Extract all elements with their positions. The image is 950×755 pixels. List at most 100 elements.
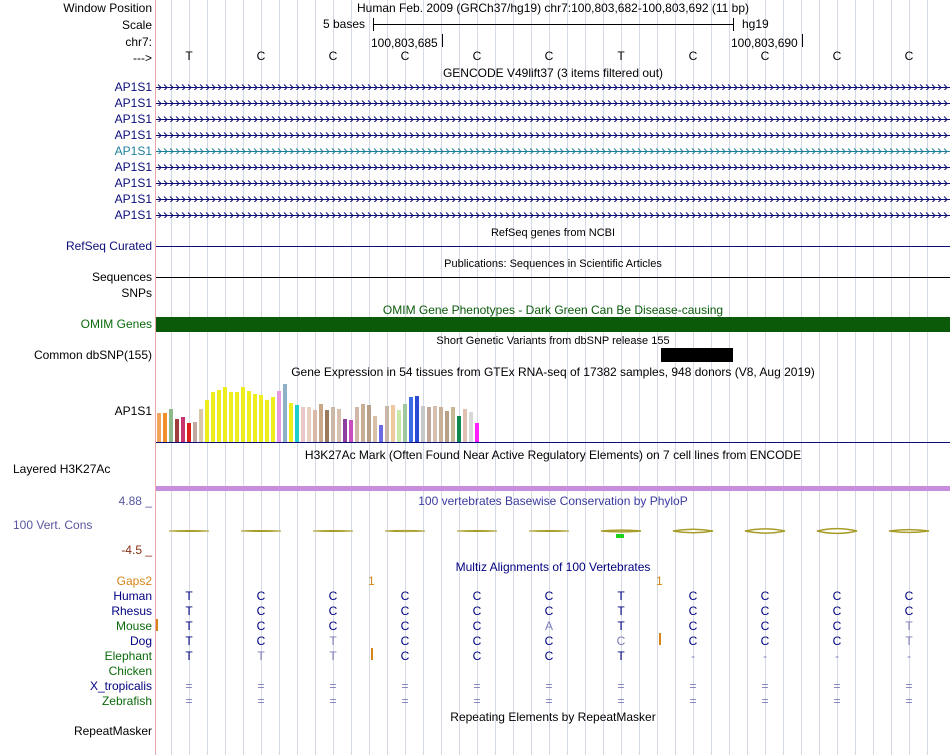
h3k27ac-track-label[interactable]: Layered H3K27Ac	[13, 462, 111, 476]
gtex-tissue-bar[interactable]	[157, 413, 161, 442]
species-label-dog[interactable]: Dog	[129, 634, 152, 648]
gencode-transcript-line[interactable]	[156, 100, 950, 106]
gtex-tissue-bar[interactable]	[343, 419, 347, 442]
gtex-tissue-bar[interactable]	[433, 406, 437, 442]
gencode-transcript-label[interactable]: AP1S1	[114, 176, 152, 190]
gencode-transcript-label[interactable]: AP1S1	[114, 112, 152, 126]
gtex-tissue-bar[interactable]	[457, 416, 461, 442]
refseq-gene-line[interactable]	[156, 246, 950, 247]
gtex-tissue-bar[interactable]	[415, 396, 419, 442]
gtex-tissue-bar[interactable]	[211, 392, 215, 442]
track-data-area[interactable]: Human Feb. 2009 (GRCh37/hg19) chr7:100,8…	[156, 0, 950, 755]
gtex-tissue-bar[interactable]	[445, 411, 449, 442]
gtex-tissue-bar[interactable]	[361, 404, 365, 442]
gtex-tissue-bar[interactable]	[463, 409, 467, 442]
species-label-elephant[interactable]: Elephant	[104, 649, 152, 663]
gencode-transcript-label[interactable]: AP1S1	[114, 144, 152, 158]
gencode-transcript-line[interactable]	[156, 212, 950, 218]
gtex-tissue-bar[interactable]	[241, 387, 245, 442]
gencode-transcript-label[interactable]: AP1S1	[114, 192, 152, 206]
gtex-tissue-bar[interactable]	[313, 410, 317, 442]
gencode-transcript-line[interactable]	[156, 116, 950, 122]
gtex-tissue-bar[interactable]	[469, 412, 473, 442]
gtex-tissue-bar[interactable]	[409, 397, 413, 442]
gtex-tissue-bar[interactable]	[301, 407, 305, 442]
repeatmasker-track-label[interactable]: RepeatMasker	[73, 724, 152, 738]
gtex-tissue-bar[interactable]	[421, 406, 425, 442]
gtex-tissue-bar[interactable]	[355, 407, 359, 442]
gencode-transcript-label[interactable]: AP1S1	[114, 96, 152, 110]
gtex-tissue-bar[interactable]	[397, 410, 401, 442]
gtex-track-label[interactable]: AP1S1	[114, 404, 152, 418]
h3k27ac-signal[interactable]	[156, 486, 950, 491]
gtex-bar-chart[interactable]	[156, 380, 556, 442]
gtex-tissue-bar[interactable]	[289, 403, 293, 442]
alignment-base: A	[544, 619, 553, 633]
gencode-transcript-line[interactable]	[156, 148, 950, 154]
omim-track-label[interactable]: OMIM Genes	[80, 317, 152, 331]
gtex-tissue-bar[interactable]	[217, 390, 221, 442]
gtex-tissue-bar[interactable]	[439, 407, 443, 442]
gencode-transcript-line[interactable]	[156, 196, 950, 202]
gencode-transcript-label[interactable]: AP1S1	[114, 128, 152, 142]
gtex-tissue-bar[interactable]	[199, 409, 203, 442]
gtex-tissue-bar[interactable]	[271, 397, 275, 442]
gtex-tissue-bar[interactable]	[193, 422, 197, 442]
gtex-tissue-bar[interactable]	[205, 400, 209, 442]
gencode-transcript-line[interactable]	[156, 132, 950, 138]
dbsnp-track-label[interactable]: Common dbSNP(155)	[33, 348, 152, 362]
species-label-zebrafish[interactable]: Zebrafish	[101, 694, 152, 708]
gtex-tissue-bar[interactable]	[325, 410, 329, 442]
gtex-tissue-bar[interactable]	[367, 405, 371, 442]
gtex-tissue-bar[interactable]	[229, 392, 233, 442]
gencode-transcript-line[interactable]	[156, 180, 950, 186]
gtex-tissue-bar[interactable]	[319, 404, 323, 442]
gtex-tissue-bar[interactable]	[277, 391, 281, 442]
gtex-tissue-bar[interactable]	[385, 406, 389, 442]
gtex-tissue-bar[interactable]	[163, 413, 167, 442]
gtex-tissue-bar[interactable]	[169, 409, 173, 442]
gencode-transcript-line[interactable]	[156, 164, 950, 170]
gtex-tissue-bar[interactable]	[175, 419, 179, 442]
phylop-track-label[interactable]: 100 Vert. Cons	[13, 518, 93, 532]
gtex-tissue-bar[interactable]	[337, 409, 341, 442]
gtex-tissue-bar[interactable]	[295, 405, 299, 442]
gtex-tissue-bar[interactable]	[283, 384, 287, 442]
snps-track-label[interactable]: SNPs	[121, 286, 152, 300]
gtex-tissue-bar[interactable]	[379, 425, 383, 442]
publications-feature-line[interactable]	[156, 277, 950, 278]
species-label-mouse[interactable]: Mouse	[115, 619, 152, 633]
gtex-tissue-bar[interactable]	[181, 417, 185, 442]
gtex-tissue-bar[interactable]	[391, 405, 395, 442]
gencode-transcript-label[interactable]: AP1S1	[114, 208, 152, 222]
gtex-tissue-bar[interactable]	[235, 392, 239, 442]
gencode-transcript-line[interactable]	[156, 84, 950, 90]
omim-gene-block[interactable]	[156, 317, 950, 332]
dbsnp-variant-block[interactable]	[661, 348, 733, 362]
gtex-tissue-bar[interactable]	[247, 391, 251, 442]
gtex-tissue-bar[interactable]	[307, 407, 311, 442]
gtex-tissue-bar[interactable]	[373, 416, 377, 442]
gtex-tissue-bar[interactable]	[427, 407, 431, 442]
gtex-tissue-bar[interactable]	[265, 400, 269, 442]
gtex-tissue-bar[interactable]	[253, 394, 257, 442]
species-label-human[interactable]: Human	[113, 589, 152, 603]
gtex-tissue-bar[interactable]	[403, 404, 407, 442]
gaps-track-label[interactable]: Gaps2	[116, 574, 152, 588]
gtex-tissue-bar[interactable]	[451, 407, 455, 442]
gencode-transcript-label[interactable]: AP1S1	[114, 160, 152, 174]
species-label-x_tropicalis[interactable]: X_tropicalis	[89, 679, 152, 693]
gtex-tissue-bar[interactable]	[223, 387, 227, 442]
publications-track-label[interactable]: Sequences	[91, 270, 152, 284]
alignment-base: =	[617, 679, 625, 693]
gtex-tissue-bar[interactable]	[349, 420, 353, 442]
gtex-tissue-bar[interactable]	[475, 423, 479, 442]
gencode-transcript-label[interactable]: AP1S1	[114, 80, 152, 94]
gtex-tissue-bar[interactable]	[259, 395, 263, 442]
refseq-track-label[interactable]: RefSeq Curated	[65, 239, 152, 253]
species-label-rhesus[interactable]: Rhesus	[111, 604, 152, 618]
gtex-tissue-bar[interactable]	[187, 423, 191, 442]
gtex-tissue-bar[interactable]	[331, 407, 335, 442]
species-label-chicken[interactable]: Chicken	[108, 664, 152, 678]
